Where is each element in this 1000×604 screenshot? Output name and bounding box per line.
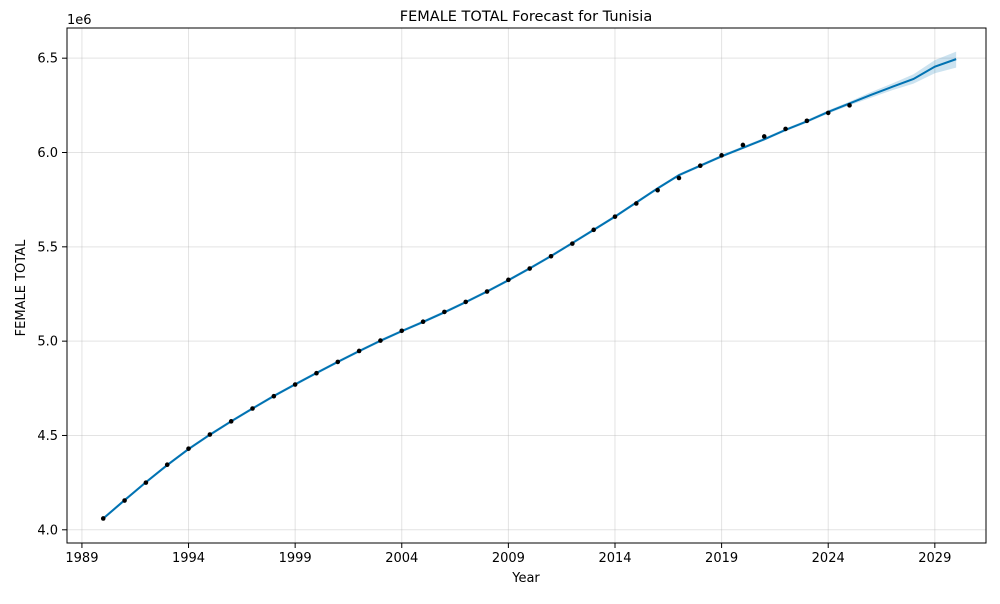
observed-point [634,201,639,206]
observed-point [570,241,575,246]
x-tick-label: 2029 [918,551,951,566]
x-tick-label: 2024 [812,551,845,566]
y-tick-label: 4.5 [37,429,58,444]
observed-point [825,110,831,116]
x-tick-label: 1999 [279,551,312,566]
observed-point [356,348,362,354]
observed-point [399,328,405,334]
x-tick-label: 2004 [385,551,418,566]
observed-point [697,163,703,169]
grid [67,28,986,543]
observed-point [271,393,277,399]
y-tick-label: 4.0 [37,523,58,538]
y-offset-label: 1e6 [67,13,92,28]
observed-point [378,338,383,343]
y-tick-label: 5.0 [37,335,58,350]
observed-point [207,432,213,437]
observed-point [314,370,319,376]
observed-point [761,134,767,139]
x-tick-label: 2009 [492,551,525,566]
observed-point [250,406,255,411]
plot-frame [66,27,987,544]
observed-point [228,419,234,424]
x-tick-label: 2014 [598,551,631,566]
y-axis-label: FEMALE TOTAL [14,239,29,336]
y-tick-label: 6.0 [37,146,58,161]
observed-point [591,227,596,233]
observed-point [143,480,149,485]
observed-point [506,277,511,283]
x-tick-label: 2019 [705,551,738,566]
observed-point [527,266,532,271]
observed-point [463,299,469,305]
observed-point [783,126,788,132]
observed-point [548,253,554,259]
observed-point [122,498,127,503]
observed-point [442,309,447,315]
chart-title: FEMALE TOTAL Forecast for Tunisia [400,9,652,25]
observed-point [292,382,298,387]
observed-point [719,153,724,158]
observed-point [335,359,341,365]
observed-point [420,319,426,325]
observed-point [164,462,170,468]
observed-point [484,289,490,294]
observed-point [804,118,810,124]
observed-point [676,175,682,181]
observed-point [740,142,746,148]
x-tick-label: 1989 [65,551,98,566]
y-tick-label: 6.5 [37,52,58,67]
observed-point [847,103,852,108]
observed-point [186,446,191,451]
x-tick-label: 1994 [172,551,205,566]
x-axis-label: Year [511,571,540,586]
y-tick-label: 5.5 [37,240,58,255]
observed-point [100,516,106,521]
observed-point [612,214,618,219]
observed-point [655,187,660,193]
